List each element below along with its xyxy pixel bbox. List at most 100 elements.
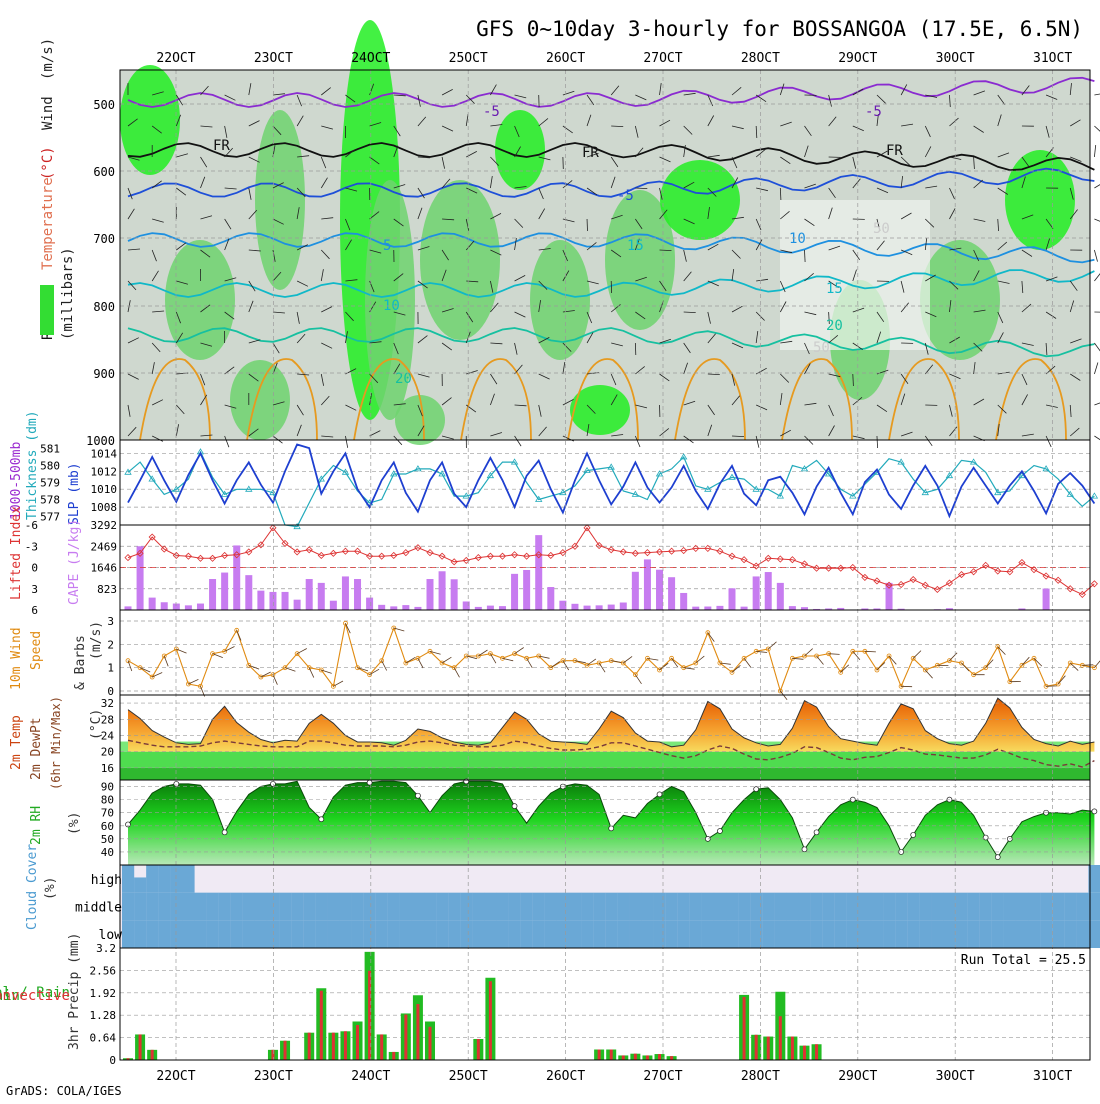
cloud-cell-middle — [170, 893, 182, 921]
precip-run-total: Run Total = 25.5 — [961, 953, 1086, 968]
precip-convective-bar — [658, 1054, 661, 1060]
surface-wind-barb — [877, 662, 885, 670]
rh-legend-swatch — [40, 285, 54, 335]
wind-barb — [1094, 93, 1100, 95]
precip-convective-bar — [815, 1044, 818, 1060]
wind-barb — [1094, 401, 1100, 405]
surface-wind-barb — [853, 651, 860, 659]
cloud-cell-low — [666, 920, 678, 948]
upper-rh-moist-area — [420, 180, 500, 340]
cloud-cell-middle — [1040, 893, 1052, 921]
wind-tick-label: 3 — [107, 615, 114, 628]
cape-bar — [547, 587, 554, 610]
date-label-top: 30OCT — [936, 51, 975, 66]
cape-bar — [209, 579, 216, 610]
cape-bar — [1043, 589, 1050, 610]
cloud-cell-low — [968, 920, 980, 948]
cloud-cell-middle — [1052, 893, 1064, 921]
cloud-cell-middle — [122, 893, 134, 921]
cloud-cell-high — [146, 865, 158, 893]
cloud-cell-middle — [1004, 893, 1016, 921]
cloud-cell-low — [992, 920, 1004, 948]
cape-bar — [704, 607, 711, 610]
wind-axis-label: Wind — [40, 96, 56, 130]
temp2m-axis-label: 2m Temp — [9, 715, 24, 770]
cloud-cell-middle — [714, 893, 726, 921]
cloud-cell-middle — [774, 893, 786, 921]
cape-bar — [729, 588, 736, 610]
cloud-cell-middle — [243, 893, 255, 921]
cloud-cell-middle — [629, 893, 641, 921]
surface-wind-barb — [237, 630, 241, 640]
cloud-cell-low — [303, 920, 315, 948]
cape-bar — [644, 559, 651, 610]
cloud-cell-middle — [339, 893, 351, 921]
cloud-cell-low — [581, 920, 593, 948]
cloud-cell-middle — [1076, 893, 1088, 921]
cape-bar — [535, 535, 542, 610]
cloud-cell-middle — [569, 893, 581, 921]
cape-bar — [451, 579, 458, 610]
surface-wind-barb — [551, 661, 560, 667]
cape-bar — [753, 576, 760, 610]
precip-convective-bar — [779, 1016, 782, 1060]
precip-convective-label: Convective — [0, 988, 70, 1004]
date-label-top: 29OCT — [838, 51, 877, 66]
thickness-tick-label: 579 — [40, 477, 60, 490]
cloud-cell-low — [158, 920, 170, 948]
wind-barb — [1094, 145, 1095, 157]
cape-bar — [125, 606, 132, 610]
cloud-cell-low — [448, 920, 460, 948]
cloud-cell-low — [811, 920, 823, 948]
surface-wind-barb — [660, 663, 669, 670]
cape-bar — [221, 573, 228, 610]
cloud-cell-middle — [883, 893, 895, 921]
slp-tick-label: 1014 — [91, 447, 118, 460]
rh-point — [995, 855, 1000, 860]
surface-wind-barb — [442, 657, 451, 663]
thickness-tick-label: 577 — [40, 511, 60, 524]
rh-tick-label: 70 — [101, 807, 114, 820]
surface-wind-barb — [913, 651, 921, 659]
cape-tick-label: 3292 — [91, 519, 118, 532]
thickness-tick-label: 578 — [40, 494, 60, 507]
cloud-cell-middle — [279, 893, 291, 921]
temp-band — [120, 752, 1090, 768]
cloud-cell-low — [484, 920, 496, 948]
cloud-level-label-low: low — [99, 928, 123, 943]
rh-point — [657, 792, 662, 797]
cloud-cell-low — [327, 920, 339, 948]
cape-bar — [427, 579, 434, 610]
cape-bar — [789, 606, 796, 610]
cape-bar — [269, 592, 276, 610]
cloud-cell-middle — [194, 893, 206, 921]
cloud-cell-middle — [702, 893, 714, 921]
temp2m-unit-label: (°C) — [89, 709, 104, 740]
cloud-cell-middle — [291, 893, 303, 921]
temp-contour-label: FR — [886, 143, 903, 159]
surface-wind-barb — [817, 656, 824, 665]
date-label-bottom: 27OCT — [643, 1069, 682, 1084]
wind-barb — [1094, 250, 1097, 262]
cloud-cell-low — [279, 920, 291, 948]
rh-point — [754, 787, 759, 792]
cape-bar — [511, 574, 518, 610]
temp-tick-label: 16 — [101, 762, 114, 775]
date-label-top: 28OCT — [741, 51, 780, 66]
precip-convective-bar — [670, 1056, 673, 1060]
precip-convective-bar — [791, 1037, 794, 1060]
rh-point — [609, 826, 614, 831]
pressure-tick-label: 500 — [93, 98, 115, 112]
cloud-cell-low — [738, 920, 750, 948]
cloud-cell-low — [545, 920, 557, 948]
precip-convective-bar — [356, 1025, 359, 1060]
cloud-cell-middle — [762, 893, 774, 921]
cape-bar — [354, 579, 361, 610]
cloud-cell-low — [231, 920, 243, 948]
precip-convective-bar — [610, 1050, 613, 1061]
wind-tick-label: 0 — [107, 685, 114, 698]
rh-point — [814, 830, 819, 835]
precip-convective-bar — [477, 1039, 480, 1060]
wind10-barbs-label: & Barbs — [73, 635, 88, 690]
date-label-top: 27OCT — [643, 51, 682, 66]
